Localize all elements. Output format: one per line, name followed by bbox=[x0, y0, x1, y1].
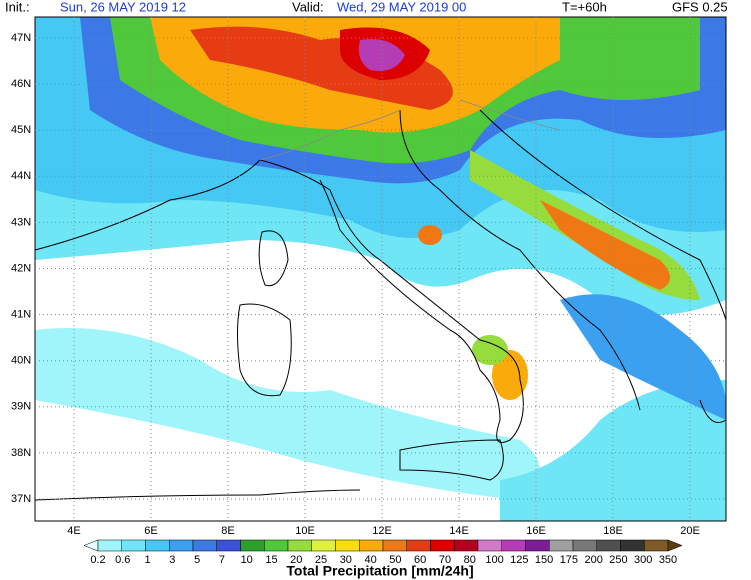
lon-label: 10E bbox=[295, 525, 315, 537]
colorbar-box bbox=[430, 539, 455, 552]
lat-label: 44N bbox=[11, 170, 31, 182]
lat-label: 46N bbox=[11, 78, 31, 90]
graticule: 47N 46N 45N 44N 43N 42N 41N 40N 39N 38N 37N 4E 6E 8E 1… bbox=[11, 17, 726, 537]
colorbar-label: 30 bbox=[340, 554, 352, 566]
colorbar-label: 175 bbox=[560, 554, 578, 566]
colorbar-label: 0.2 bbox=[90, 554, 105, 566]
lon-label: 8E bbox=[221, 525, 234, 537]
colorbar-label: 60 bbox=[414, 554, 426, 566]
lon-label: 14E bbox=[449, 525, 469, 537]
lat-label: 42N bbox=[11, 262, 31, 274]
colorbar-label: 20 bbox=[290, 554, 302, 566]
colorbar-label: 15 bbox=[265, 554, 277, 566]
colorbar-box bbox=[477, 539, 502, 552]
lon-label: 6E bbox=[144, 525, 157, 537]
valid-label: Valid: bbox=[292, 0, 324, 14]
colorbar-box bbox=[216, 539, 241, 552]
colorbar-box bbox=[501, 539, 526, 552]
coastline bbox=[399, 439, 504, 481]
colorbar-label: 125 bbox=[510, 554, 528, 566]
colorbar-box bbox=[240, 539, 265, 552]
colorbar-box bbox=[620, 539, 645, 552]
colorbar-label: 250 bbox=[609, 554, 627, 566]
coastline bbox=[258, 230, 289, 287]
colorbar-box bbox=[287, 539, 312, 552]
colorbar: 0.2 0.6 1 3 5 7 10 15 20 25 30 40 50 60 70 80 100 125 150 1… bbox=[83, 539, 683, 566]
colorbar-label: 7 bbox=[219, 554, 225, 566]
colorbar-label: 25 bbox=[315, 554, 327, 566]
lat-label: 40N bbox=[11, 355, 31, 367]
lat-label: 47N bbox=[11, 32, 31, 44]
colorbar-box bbox=[335, 539, 360, 552]
lat-label: 45N bbox=[11, 124, 31, 136]
colorbar-box bbox=[169, 539, 194, 552]
colorbar-arrow bbox=[667, 539, 683, 552]
coastline bbox=[34, 399, 727, 501]
colorbar-label: 300 bbox=[634, 554, 652, 566]
colorbar-box bbox=[264, 539, 289, 552]
lon-label: 4E bbox=[67, 525, 80, 537]
lat-label: 39N bbox=[11, 401, 31, 413]
colorbar-box bbox=[406, 539, 431, 552]
colorbar-label: 3 bbox=[169, 554, 175, 566]
colorbar-box bbox=[121, 539, 146, 552]
colorbar-label: 150 bbox=[535, 554, 553, 566]
lat-label: 38N bbox=[11, 447, 31, 459]
colorbar-box bbox=[454, 539, 479, 552]
colorbar-box bbox=[549, 539, 574, 552]
colorbar-label: 1 bbox=[145, 554, 151, 566]
colorbar-label: 100 bbox=[485, 554, 503, 566]
colorbar-label: 200 bbox=[584, 554, 602, 566]
lat-label: 37N bbox=[11, 493, 31, 505]
colorbar-label: 5 bbox=[194, 554, 200, 566]
model-name: GFS 0.25 bbox=[672, 0, 728, 14]
colorbar-box bbox=[359, 539, 384, 552]
init-label: Init.: bbox=[5, 0, 30, 14]
colorbar-box bbox=[596, 539, 621, 552]
colorbar-box bbox=[572, 539, 597, 552]
colorbar-label: 350 bbox=[659, 554, 677, 566]
forecast-step: T=+60h bbox=[562, 0, 607, 14]
colorbar-label: 70 bbox=[439, 554, 451, 566]
colorbar-label: 50 bbox=[389, 554, 401, 566]
coastline bbox=[399, 109, 727, 411]
lon-label: 18E bbox=[603, 525, 623, 537]
valid-time: Wed, 29 MAY 2019 00 bbox=[337, 0, 466, 14]
colorbar-label: 40 bbox=[364, 554, 376, 566]
colorbar-label: 10 bbox=[241, 554, 253, 566]
colorbar-box bbox=[525, 539, 550, 552]
precip-field bbox=[35, 17, 726, 521]
colorbar-arrow bbox=[83, 539, 99, 552]
colorbar-title: Total Precipitation [mm/24h] bbox=[286, 563, 473, 579]
colorbar-box bbox=[311, 539, 336, 552]
init-time: Sun, 26 MAY 2019 12 bbox=[60, 0, 186, 14]
lat-label: 43N bbox=[11, 216, 31, 228]
lat-label: 41N bbox=[11, 309, 31, 321]
lon-label: 12E bbox=[372, 525, 392, 537]
colorbar-box bbox=[644, 539, 669, 552]
lon-label: 16E bbox=[526, 525, 546, 537]
coastline bbox=[237, 303, 292, 397]
colorbar-box bbox=[97, 539, 122, 552]
lon-label: 20E bbox=[680, 525, 700, 537]
colorbar-box bbox=[145, 539, 170, 552]
colorbar-label: 80 bbox=[464, 554, 476, 566]
colorbar-label: 0.6 bbox=[115, 554, 130, 566]
colorbar-box bbox=[192, 539, 217, 552]
colorbar-box bbox=[382, 539, 407, 552]
